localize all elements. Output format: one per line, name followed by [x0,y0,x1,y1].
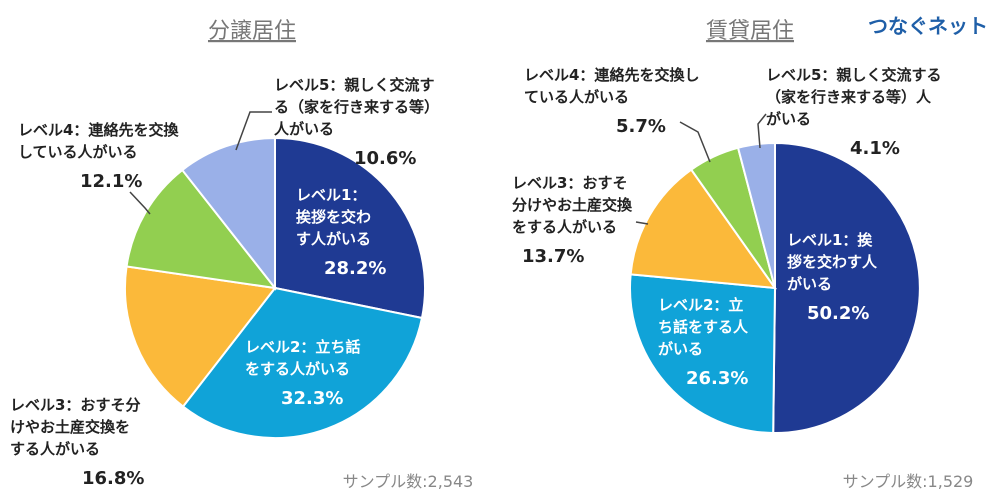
slice-label-level1: レベル1：挨 [787,231,873,249]
slice-label-level2: がいる [658,340,703,358]
slice-value-level3: 16.8% [82,468,144,489]
pie-slice-level4 [125,168,278,290]
slice-value-level5: 4.1% [850,138,900,159]
chart-title: 分譲居住 [208,19,296,44]
sample-size: サンプル数:1,529 [843,472,974,491]
slice-label-level2: ち話をする人 [658,318,749,336]
pie-slice-level3 [629,168,778,290]
slice-label-level2: をする人がいる [245,360,350,378]
slice-label-level1: 拶を交わす人 [787,253,878,271]
slice-label-level5: がいる [766,110,811,128]
slice-value-level4: 12.1% [80,171,142,192]
slice-label-level3: 分けやお土産交換 [512,196,633,214]
slice-value-level2: 26.3% [686,368,748,389]
slice-value-level3: 13.7% [522,246,584,267]
pie-slice-level1 [772,141,921,434]
slice-label-level1: レベル1： [296,186,366,204]
pie-slice-level5 [180,136,276,291]
pie-slice-level2 [181,286,424,439]
leader-line-level3 [635,221,649,225]
sample-size: サンプル数:2,543 [343,472,474,491]
pie-slice-level2 [629,273,777,435]
slice-label-level3: する人がいる [10,440,100,458]
chart-title: 賃貸居住 [706,19,794,44]
slice-label-level5: レベル5：親しく交流する [766,66,941,84]
brand-logo: つなぐネット [868,14,988,38]
slice-value-level5: 10.6% [354,148,416,169]
slice-label-level1: 挨拶を交わ [296,208,371,226]
slice-label-level1: す人がいる [296,230,371,248]
slice-label-level1: がいる [787,275,832,293]
slice-value-level4: 5.7% [616,116,666,137]
slice-label-level2: レベル2：立ち話 [245,338,360,356]
leader-line-level5 [757,113,767,149]
slice-label-level4: している人がいる [18,143,138,161]
leader-line-level5 [235,111,272,151]
slice-label-level3: レベル3：おすそ [512,174,627,192]
slice-label-level3: けやお土産交換を [10,418,130,436]
slice-label-level5: （家を行き来する等）人 [766,88,932,106]
slice-value-level2: 32.3% [281,388,343,409]
slice-label-level4: ている人がいる [524,88,629,106]
slice-label-level4: レベル4：連絡先を交換し [524,66,699,84]
leader-line-level4 [679,121,711,163]
slice-label-level5: る（家を行き来する等） [274,98,439,116]
slice-value-level1: 28.2% [324,258,386,279]
pie-slice-level1 [274,136,427,320]
slice-value-level1: 50.2% [807,303,869,324]
pie-slice-level5 [736,141,776,289]
pie-slice-level3 [124,265,277,408]
slice-label-level3: をする人がいる [512,218,617,236]
leader-line-level4 [129,191,151,215]
slice-label-level5: レベル5：親しく交流す [274,76,434,94]
slice-label-level5: 人がいる [274,120,334,138]
slice-label-level3: レベル3：おすそ分 [10,396,140,414]
slice-label-level2: レベル2：立 [658,296,743,314]
slice-label-level4: レベル4：連絡先を交換 [18,121,179,139]
